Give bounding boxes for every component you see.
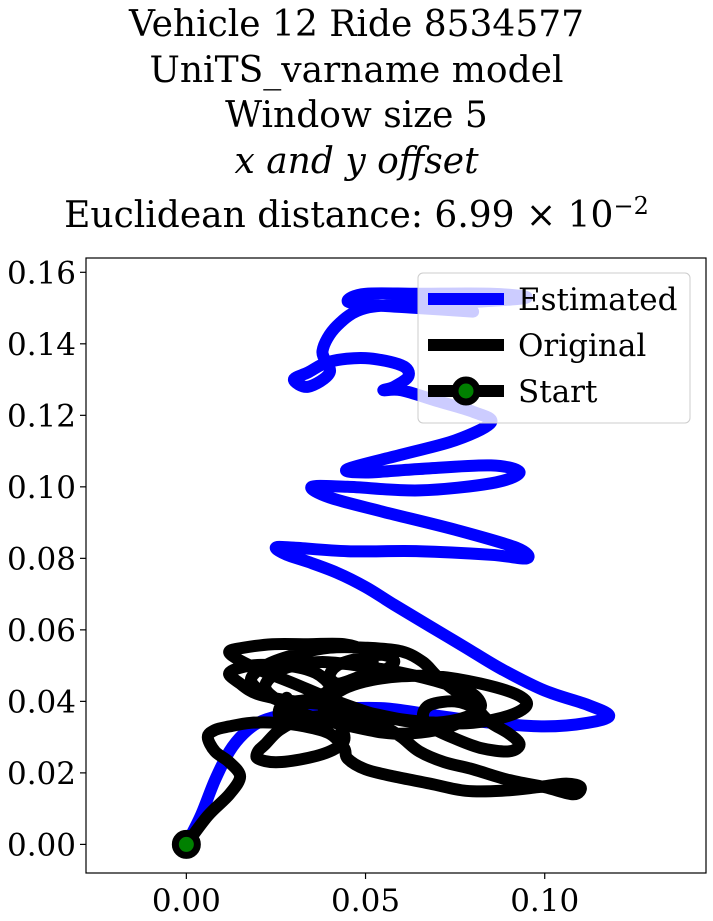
series-line-estimated [180,287,616,851]
title-line-4: x and y offset [234,140,479,182]
legend-label-estimated: Estimated [518,282,677,318]
series-layer [171,287,616,859]
legend-label-start: Start [518,374,598,410]
y-tick-label: 0.10 [7,470,76,506]
y-axis: 0.00 0.02 0.04 0.06 0.08 0.10 0.12 0.14 0.16 [7,255,86,863]
y-tick-label: 0.04 [7,684,76,720]
series-line-original [180,637,587,851]
title-exponent: −2 [613,192,649,220]
legend: Estimated Original Start [417,272,691,424]
y-tick-label: 0.12 [7,398,76,434]
legend-label-original: Original [518,328,646,364]
y-tick-label: 0.08 [7,541,76,577]
axes-frame [85,257,707,874]
y-tick-label: 0.14 [7,327,76,363]
legend-marker-start [451,376,481,406]
y-tick-label: 0.02 [7,756,76,792]
chart-title: Vehicle 12 Ride 8534577 UniTS_varname mo… [0,2,713,239]
x-tick-label: 0.10 [510,883,579,919]
x-tick-label: 0.00 [152,883,221,919]
x-axis: 0.00 0.05 0.10 [152,873,579,919]
y-tick-label: 0.16 [7,255,76,291]
title-line-5: Euclidean distance: 6.99 × 10−2 [0,184,713,239]
y-tick-label: 0.00 [7,827,76,863]
title-line-2: UniTS_varname model [149,49,564,91]
x-tick-label: 0.05 [331,883,400,919]
y-tick-label: 0.06 [7,613,76,649]
title-distance-text: Euclidean distance: 6.99 × 10 [64,195,614,236]
start-marker [171,829,201,859]
title-line-1: Vehicle 12 Ride 8534577 [128,4,585,45]
title-line-3: Window size 5 [225,95,488,136]
